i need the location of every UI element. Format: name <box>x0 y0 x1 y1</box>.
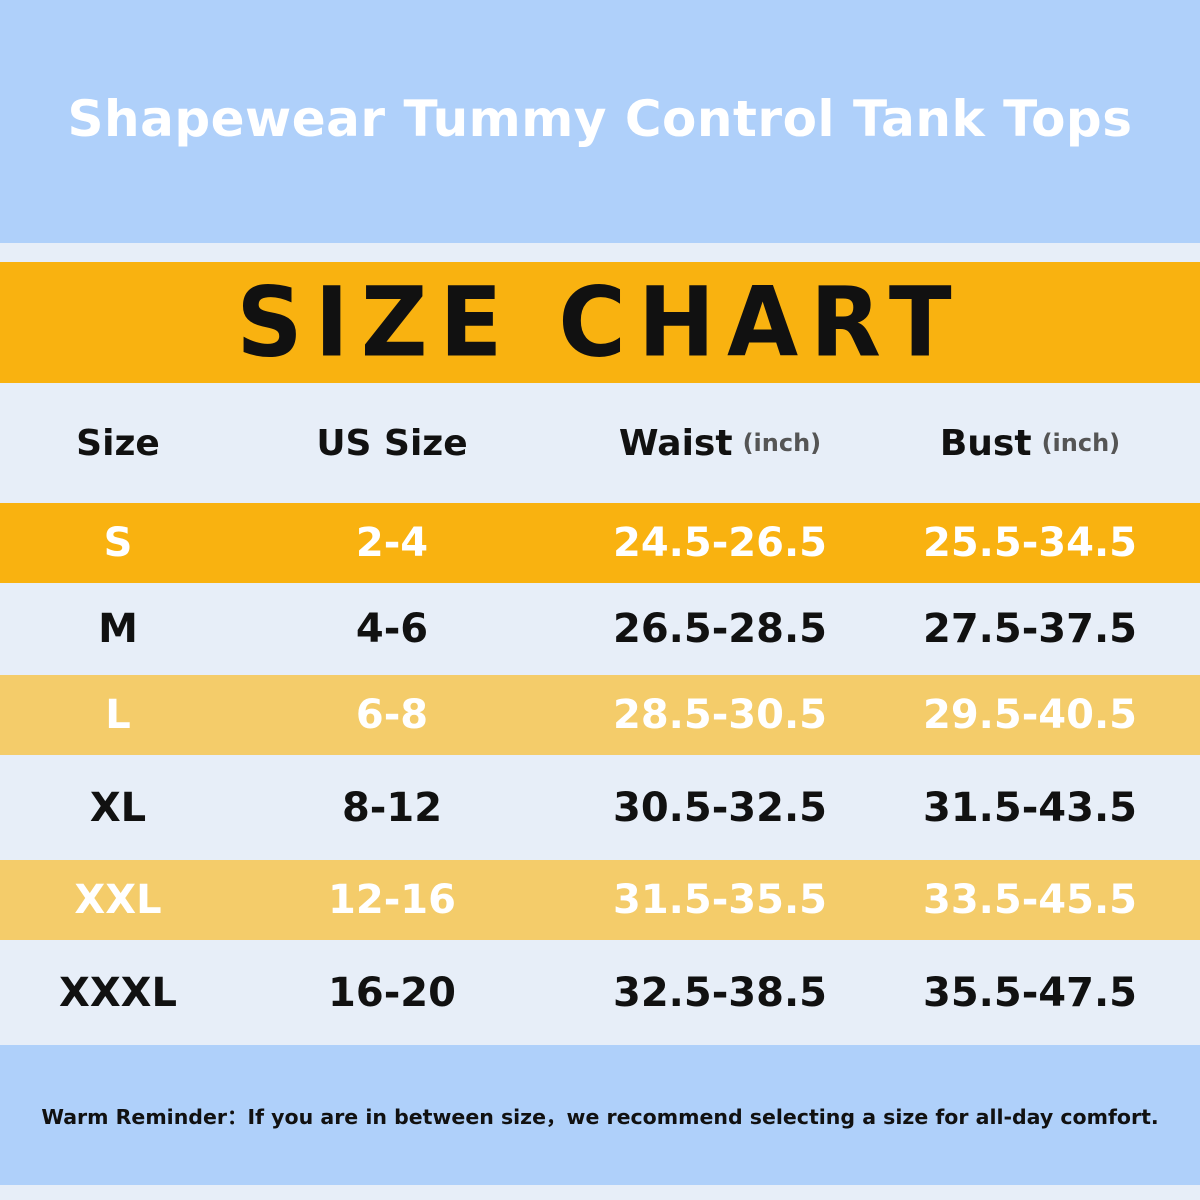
table-cell: S <box>103 520 133 566</box>
table-row: S 2-4 24.5-26.5 25.5-34.5 <box>0 503 1200 583</box>
table-cell: L <box>105 692 131 738</box>
header-row: Size US Size Waist (inch) Bust (inch) <box>0 383 1200 503</box>
size-table: Size US Size Waist (inch) Bust (inch) S 2-4 24.5… <box>0 383 1200 1045</box>
table-cell: 24.5-26.5 <box>613 520 827 566</box>
table-cell: 4-6 <box>355 606 429 652</box>
banner-title: SIZE CHART <box>236 266 964 379</box>
column-name: US Size <box>316 422 468 464</box>
column-header: Size <box>0 383 268 503</box>
header: Shapewear Tummy Control Tank Tops <box>0 0 1200 243</box>
column-header: Waist (inch) <box>570 383 870 503</box>
table-cell: 27.5-37.5 <box>923 606 1137 652</box>
table-row: XL 8-12 30.5-32.5 31.5-43.5 <box>0 755 1200 860</box>
table-cell: 2-4 <box>355 520 429 566</box>
table-row: M 4-6 26.5-28.5 27.5-37.5 <box>0 583 1200 675</box>
table-cell: 32.5-38.5 <box>613 969 827 1016</box>
column-header: Bust (inch) <box>880 383 1180 503</box>
spacer <box>0 1185 1200 1200</box>
table-cell: XXXL <box>58 969 177 1016</box>
table-cell: 6-8 <box>355 692 429 738</box>
table-cell: 26.5-28.5 <box>613 606 827 652</box>
table-cell: XXL <box>74 877 162 923</box>
column-header: US Size <box>242 383 542 503</box>
title: Shapewear Tummy Control Tank Tops <box>67 89 1133 148</box>
column-name: Size <box>76 422 160 464</box>
table-cell: 29.5-40.5 <box>923 692 1137 738</box>
table-cell: 30.5-32.5 <box>613 784 827 831</box>
table-cell: 16-20 <box>328 969 456 1016</box>
table-cell: 25.5-34.5 <box>923 520 1137 566</box>
banner: SIZE CHART <box>0 262 1200 383</box>
table-cell: 33.5-45.5 <box>923 877 1137 923</box>
table-cell: 28.5-30.5 <box>613 692 827 738</box>
table-row: XXXL 16-20 32.5-38.5 35.5-47.5 <box>0 940 1200 1045</box>
column-unit: (inch) <box>742 429 822 457</box>
table-cell: 31.5-35.5 <box>613 877 827 923</box>
column-name: Waist <box>618 422 733 464</box>
table-cell: 8-12 <box>341 784 443 831</box>
spacer <box>0 243 1200 262</box>
table-cell: 35.5-47.5 <box>923 969 1137 1016</box>
column-unit: (inch) <box>1041 429 1121 457</box>
table-row: XXL 12-16 31.5-35.5 33.5-45.5 <box>0 860 1200 940</box>
table-cell: XL <box>89 784 147 831</box>
footer: Warm Reminder：If you are in between size… <box>0 1045 1200 1185</box>
table-row: L 6-8 28.5-30.5 29.5-40.5 <box>0 675 1200 755</box>
table-cell: M <box>98 606 138 652</box>
reminder: Warm Reminder：If you are in between size… <box>41 1105 1159 1129</box>
table-cell: 12-16 <box>328 877 456 923</box>
column-name: Bust <box>939 422 1032 464</box>
table-cell: 31.5-43.5 <box>923 784 1137 831</box>
